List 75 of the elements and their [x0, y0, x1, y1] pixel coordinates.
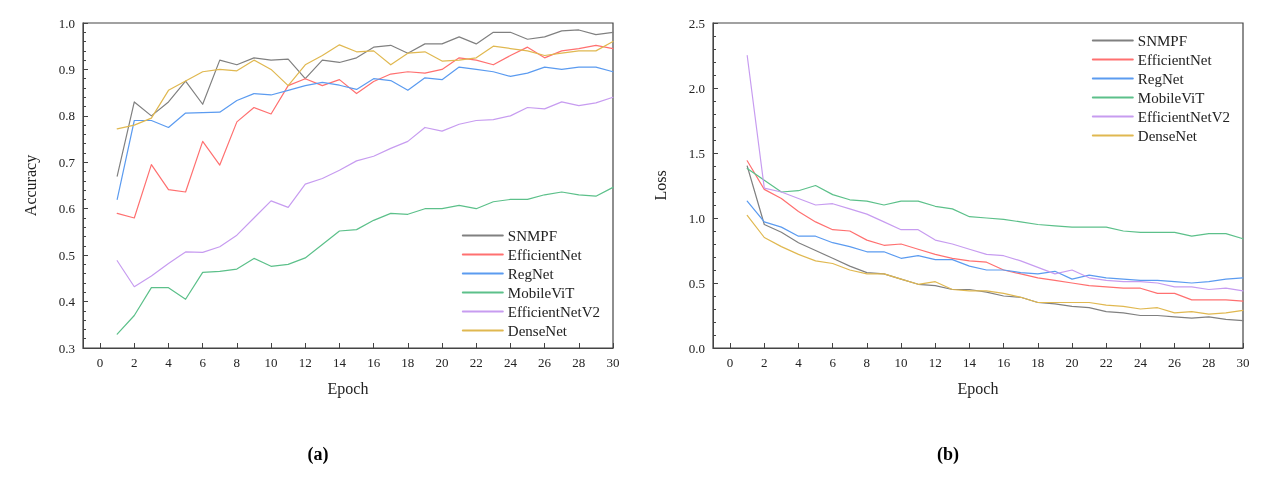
y-tick-label: 0.0	[688, 340, 705, 356]
y-tick-label: 0.5	[688, 275, 705, 291]
y-tick-label: 2.0	[688, 80, 705, 96]
x-tick-label: 10	[894, 355, 908, 370]
legend-label: RegNet	[507, 265, 555, 282]
x-tick-label: 26	[538, 355, 552, 370]
line-series	[116, 96, 614, 288]
y-tick-label: 2.5	[688, 15, 705, 31]
y-axis-title: Accuracy	[21, 154, 40, 217]
x-tick-label: 12	[928, 355, 942, 370]
x-tick-label: 0	[96, 355, 104, 370]
line-series	[116, 66, 614, 201]
x-tick-label: 0	[726, 355, 734, 370]
line-series	[116, 40, 614, 130]
legend-label: EfficientNet	[1137, 51, 1213, 68]
y-tick-label: 1.5	[688, 145, 705, 161]
x-tick-label: 18	[401, 355, 415, 370]
y-tick-label: 1.0	[688, 210, 705, 226]
y-tick-label: 0.9	[58, 61, 75, 77]
y-tick-label: 0.6	[58, 201, 76, 217]
y-tick-label: 0.4	[58, 294, 76, 310]
x-tick-label: 4	[165, 355, 173, 370]
x-tick-label: 24	[503, 355, 518, 370]
x-tick-label: 14	[962, 355, 977, 370]
x-tick-label: 8	[863, 355, 871, 370]
legend-label: MobileViT	[507, 284, 575, 301]
y-axis-title: Loss	[651, 170, 669, 201]
x-tick-label: 2	[131, 355, 138, 370]
legend-label: EfficientNet	[507, 246, 583, 263]
line-series	[746, 160, 1244, 302]
line-series	[116, 44, 614, 219]
line-series	[746, 200, 1244, 284]
x-tick-label: 22	[1099, 355, 1113, 370]
x-tick-label: 10	[264, 355, 278, 370]
legend-label: DenseNet	[1137, 127, 1198, 144]
y-tick-label: 0.7	[58, 154, 76, 170]
x-tick-label: 14	[332, 355, 347, 370]
legend-label: MobileViT	[1137, 89, 1205, 106]
x-tick-label: 30	[606, 355, 620, 370]
y-tick-label: 0.8	[58, 108, 75, 124]
x-tick-label: 6	[199, 355, 207, 370]
x-tick-label: 28	[572, 355, 586, 370]
legend-label: RegNet	[1137, 70, 1185, 87]
line-series	[746, 168, 1244, 240]
x-tick-label: 16	[367, 355, 381, 370]
x-tick-label: 12	[298, 355, 312, 370]
x-tick-label: 30	[1236, 355, 1250, 370]
x-tick-label: 20	[435, 355, 449, 370]
x-tick-label: 16	[997, 355, 1011, 370]
x-tick-label: 20	[1065, 355, 1079, 370]
x-tick-label: 6	[829, 355, 837, 370]
legend-label: EfficientNetV2	[1137, 108, 1231, 125]
x-tick-label: 18	[1031, 355, 1045, 370]
legend-label: SNMPF	[507, 227, 558, 244]
y-tick-label: 0.5	[58, 247, 75, 263]
y-tick-label: 1.0	[58, 15, 75, 31]
line-series	[746, 214, 1244, 315]
legend-label: SNMPF	[1137, 32, 1188, 49]
legend-label: DenseNet	[507, 322, 568, 339]
x-tick-label: 24	[1133, 355, 1148, 370]
legend-label: EfficientNetV2	[507, 303, 601, 320]
x-tick-label: 8	[233, 355, 241, 370]
line-series	[116, 186, 614, 335]
line-series	[116, 29, 614, 177]
text: (a)	[307, 444, 329, 465]
x-tick-label: 4	[795, 355, 803, 370]
x-tick-label: 2	[761, 355, 768, 370]
y-tick-label: 0.3	[58, 340, 75, 356]
text: (b)	[937, 444, 960, 465]
line-series	[746, 54, 1244, 292]
x-tick-label: 28	[1202, 355, 1216, 370]
x-tick-label: 26	[1168, 355, 1182, 370]
x-axis-title: Epoch	[327, 379, 369, 398]
x-tick-label: 22	[469, 355, 483, 370]
x-axis-title: Epoch	[957, 379, 999, 398]
